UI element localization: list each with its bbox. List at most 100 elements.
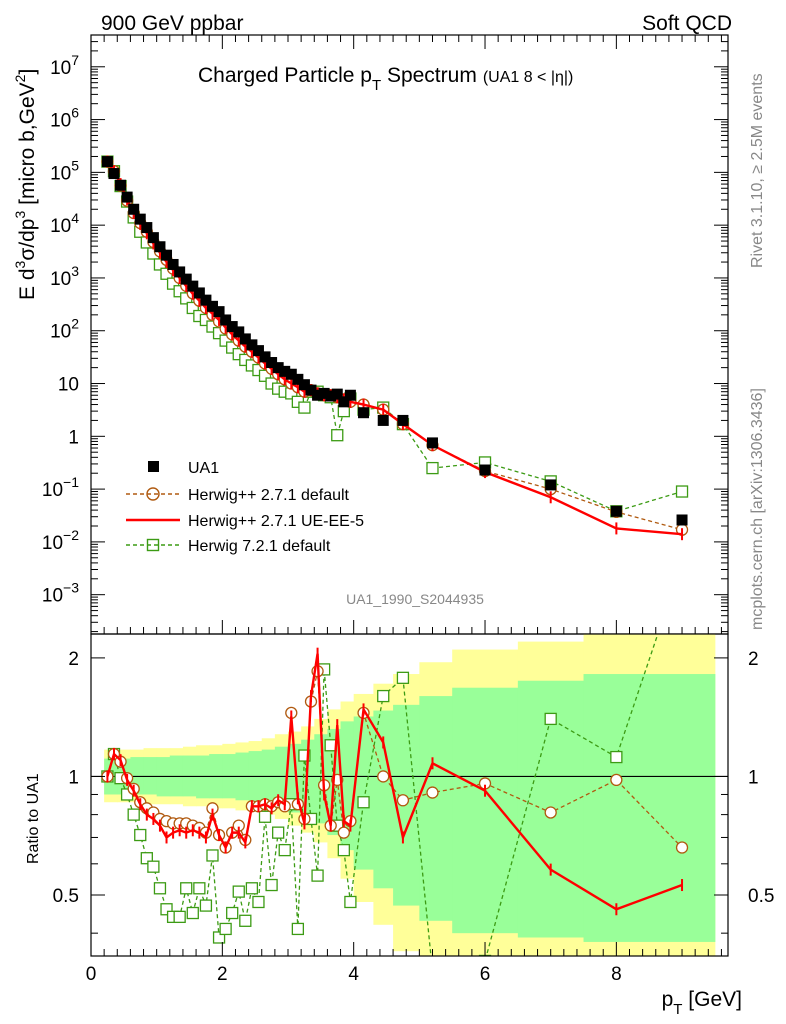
main-point-ua1	[101, 156, 113, 168]
main-point-ua1	[246, 339, 258, 351]
main-point-ua1	[252, 345, 264, 357]
main-y-tick-label: 1	[68, 427, 79, 448]
x-label-subscript: T	[673, 1001, 682, 1018]
main-point-herwig-7-2-1-default	[186, 301, 199, 315]
main-point-herwig-7-2-1-default	[226, 341, 239, 354]
main-point-ua1	[545, 479, 557, 491]
legend-entry-ua1: UA1	[148, 460, 219, 477]
main-point-ua1	[174, 266, 186, 278]
main-point-ua1	[266, 357, 278, 369]
ratio-point-herwig-7-2-1-default	[357, 796, 370, 809]
main-y-tick-label: 105	[50, 157, 79, 184]
legend-marker-herwig-default	[146, 487, 160, 501]
y-label-exp-1: 3	[12, 260, 28, 268]
ratio-y-tick-label-right: 1	[748, 767, 759, 788]
ratio-point-herwig-7-2-1-default	[212, 931, 226, 944]
main-point-ua1	[233, 326, 245, 338]
ratio-point-herwig-7-2-1-default	[199, 899, 213, 912]
ratio-y-tick-label-right: 0.5	[748, 886, 774, 907]
main-y-tick-label: 103	[50, 263, 79, 290]
main-point-ua1	[397, 414, 409, 426]
main-point-ua1	[312, 389, 324, 401]
x-tick-label: 4	[348, 964, 359, 985]
main-point-ua1	[206, 300, 218, 312]
ratio-series-line-herwig-2-7-1-ue-ee-5	[106, 653, 683, 911]
legend-entry-herwig-default: Herwig++ 2.7.1 default	[126, 487, 350, 504]
ratio-point-herwig-7-2-1-default	[337, 843, 350, 857]
main-point-ua1	[358, 407, 370, 419]
main-y-tick-label: 10−2	[42, 527, 79, 554]
ratio-band-green	[373, 710, 394, 889]
main-point-ua1	[213, 306, 225, 318]
ratio-y-tick-label-left: 2	[68, 649, 79, 670]
ratio-point-herwig-7-2-1-default	[291, 922, 305, 936]
main-point-herwig-7-2-1-default	[331, 429, 344, 442]
ratio-point-herwig-7-2-1-default	[252, 895, 265, 909]
main-point-ua1	[193, 287, 205, 299]
main-point-herwig-7-2-1-default	[298, 401, 311, 414]
ratio-y-tick-label-left: 0.5	[53, 886, 79, 907]
main-plot-layers	[101, 155, 689, 541]
main-point-ua1	[167, 258, 179, 270]
ratio-point-herwig-7-2-1-default	[311, 869, 324, 882]
main-point-ua1	[226, 321, 238, 333]
legend-label-herwig-default: Herwig++ 2.7.1 default	[188, 487, 350, 504]
ratio-point-herwig-7-2-1-default	[206, 849, 219, 862]
ratio-point-herwig-7-2-1-default	[160, 903, 173, 916]
ratio-point-herwig-7-2-1-default	[610, 750, 623, 764]
ratio-point-herwig-2-7-1-default	[396, 794, 410, 807]
main-point-ua1	[344, 389, 356, 401]
main-point-ua1	[154, 241, 166, 253]
main-point-ua1	[305, 384, 317, 396]
ratio-point-herwig-7-2-1-default	[298, 749, 311, 762]
main-point-ua1	[285, 368, 297, 380]
legend-label-herwig-ueee5: Herwig++ 2.7.1 UE-EE-5	[188, 513, 364, 530]
ratio-point-herwig-7-2-1-default	[272, 826, 285, 839]
main-point-ua1	[161, 249, 173, 261]
ratio-point-herwig-7-2-1-default	[180, 882, 193, 895]
legend-label-ua1: UA1	[188, 460, 219, 477]
ratio-point-herwig-7-2-1-default	[127, 808, 140, 821]
plot-title-main: Charged Particle p	[198, 64, 372, 87]
x-label-main: p	[662, 988, 674, 1011]
main-point-ua1	[610, 505, 622, 517]
ratio-series-line-herwig-7-2-1-default	[106, 634, 659, 956]
main-y-axis-label: E d3σ/dp3 [micro b,GeV2]	[12, 69, 39, 300]
ratio-band-green	[419, 696, 453, 921]
plot-title: Charged Particle pT Spectrum (UA1 8 < |η|…	[198, 64, 573, 94]
x-tick-label: 8	[611, 964, 622, 985]
x-tick-label: 6	[480, 964, 491, 985]
main-point-ua1	[239, 333, 251, 345]
main-y-tick-label: 104	[50, 210, 79, 237]
ratio-point-herwig-7-2-1-default	[226, 906, 239, 920]
legend-marker-ua1	[148, 461, 159, 472]
main-y-tick-label: 10−1	[42, 474, 79, 501]
main-point-ua1	[272, 362, 284, 374]
header-right: Soft QCD	[642, 12, 732, 35]
header-left: 900 GeV ppbar	[101, 12, 243, 35]
legend: UA1 Herwig++ 2.7.1 default Herwig++ 2.7.…	[126, 460, 364, 555]
main-point-ua1	[115, 179, 127, 191]
x-axis-label: pT [GeV]	[662, 988, 742, 1018]
y-label-exp-2: 3	[12, 211, 28, 219]
main-point-ua1	[292, 373, 304, 385]
ratio-point-herwig-7-2-1-default	[232, 885, 245, 898]
ratio-point-herwig-7-2-1-default	[193, 882, 206, 895]
legend-label-herwig7: Herwig 7.2.1 default	[188, 538, 331, 555]
main-point-ua1	[121, 191, 133, 203]
main-point-ua1	[298, 379, 310, 391]
ratio-point-herwig-7-2-1-default	[377, 689, 390, 703]
ratio-point-herwig-7-2-1-default	[258, 810, 272, 823]
ratio-band-green	[143, 757, 158, 795]
main-point-ua1	[220, 314, 232, 326]
ratio-band-green	[452, 687, 519, 934]
ratio-point-herwig-7-2-1-default	[245, 882, 259, 895]
ratio-point-herwig-2-7-1-default	[610, 773, 623, 787]
main-point-ua1	[325, 390, 337, 402]
main-point-herwig-7-2-1-default	[258, 369, 272, 382]
main-point-ua1	[134, 213, 146, 225]
mcplots-reference-label: mcplots.cern.ch [arXiv:1306.3436]	[749, 388, 766, 630]
